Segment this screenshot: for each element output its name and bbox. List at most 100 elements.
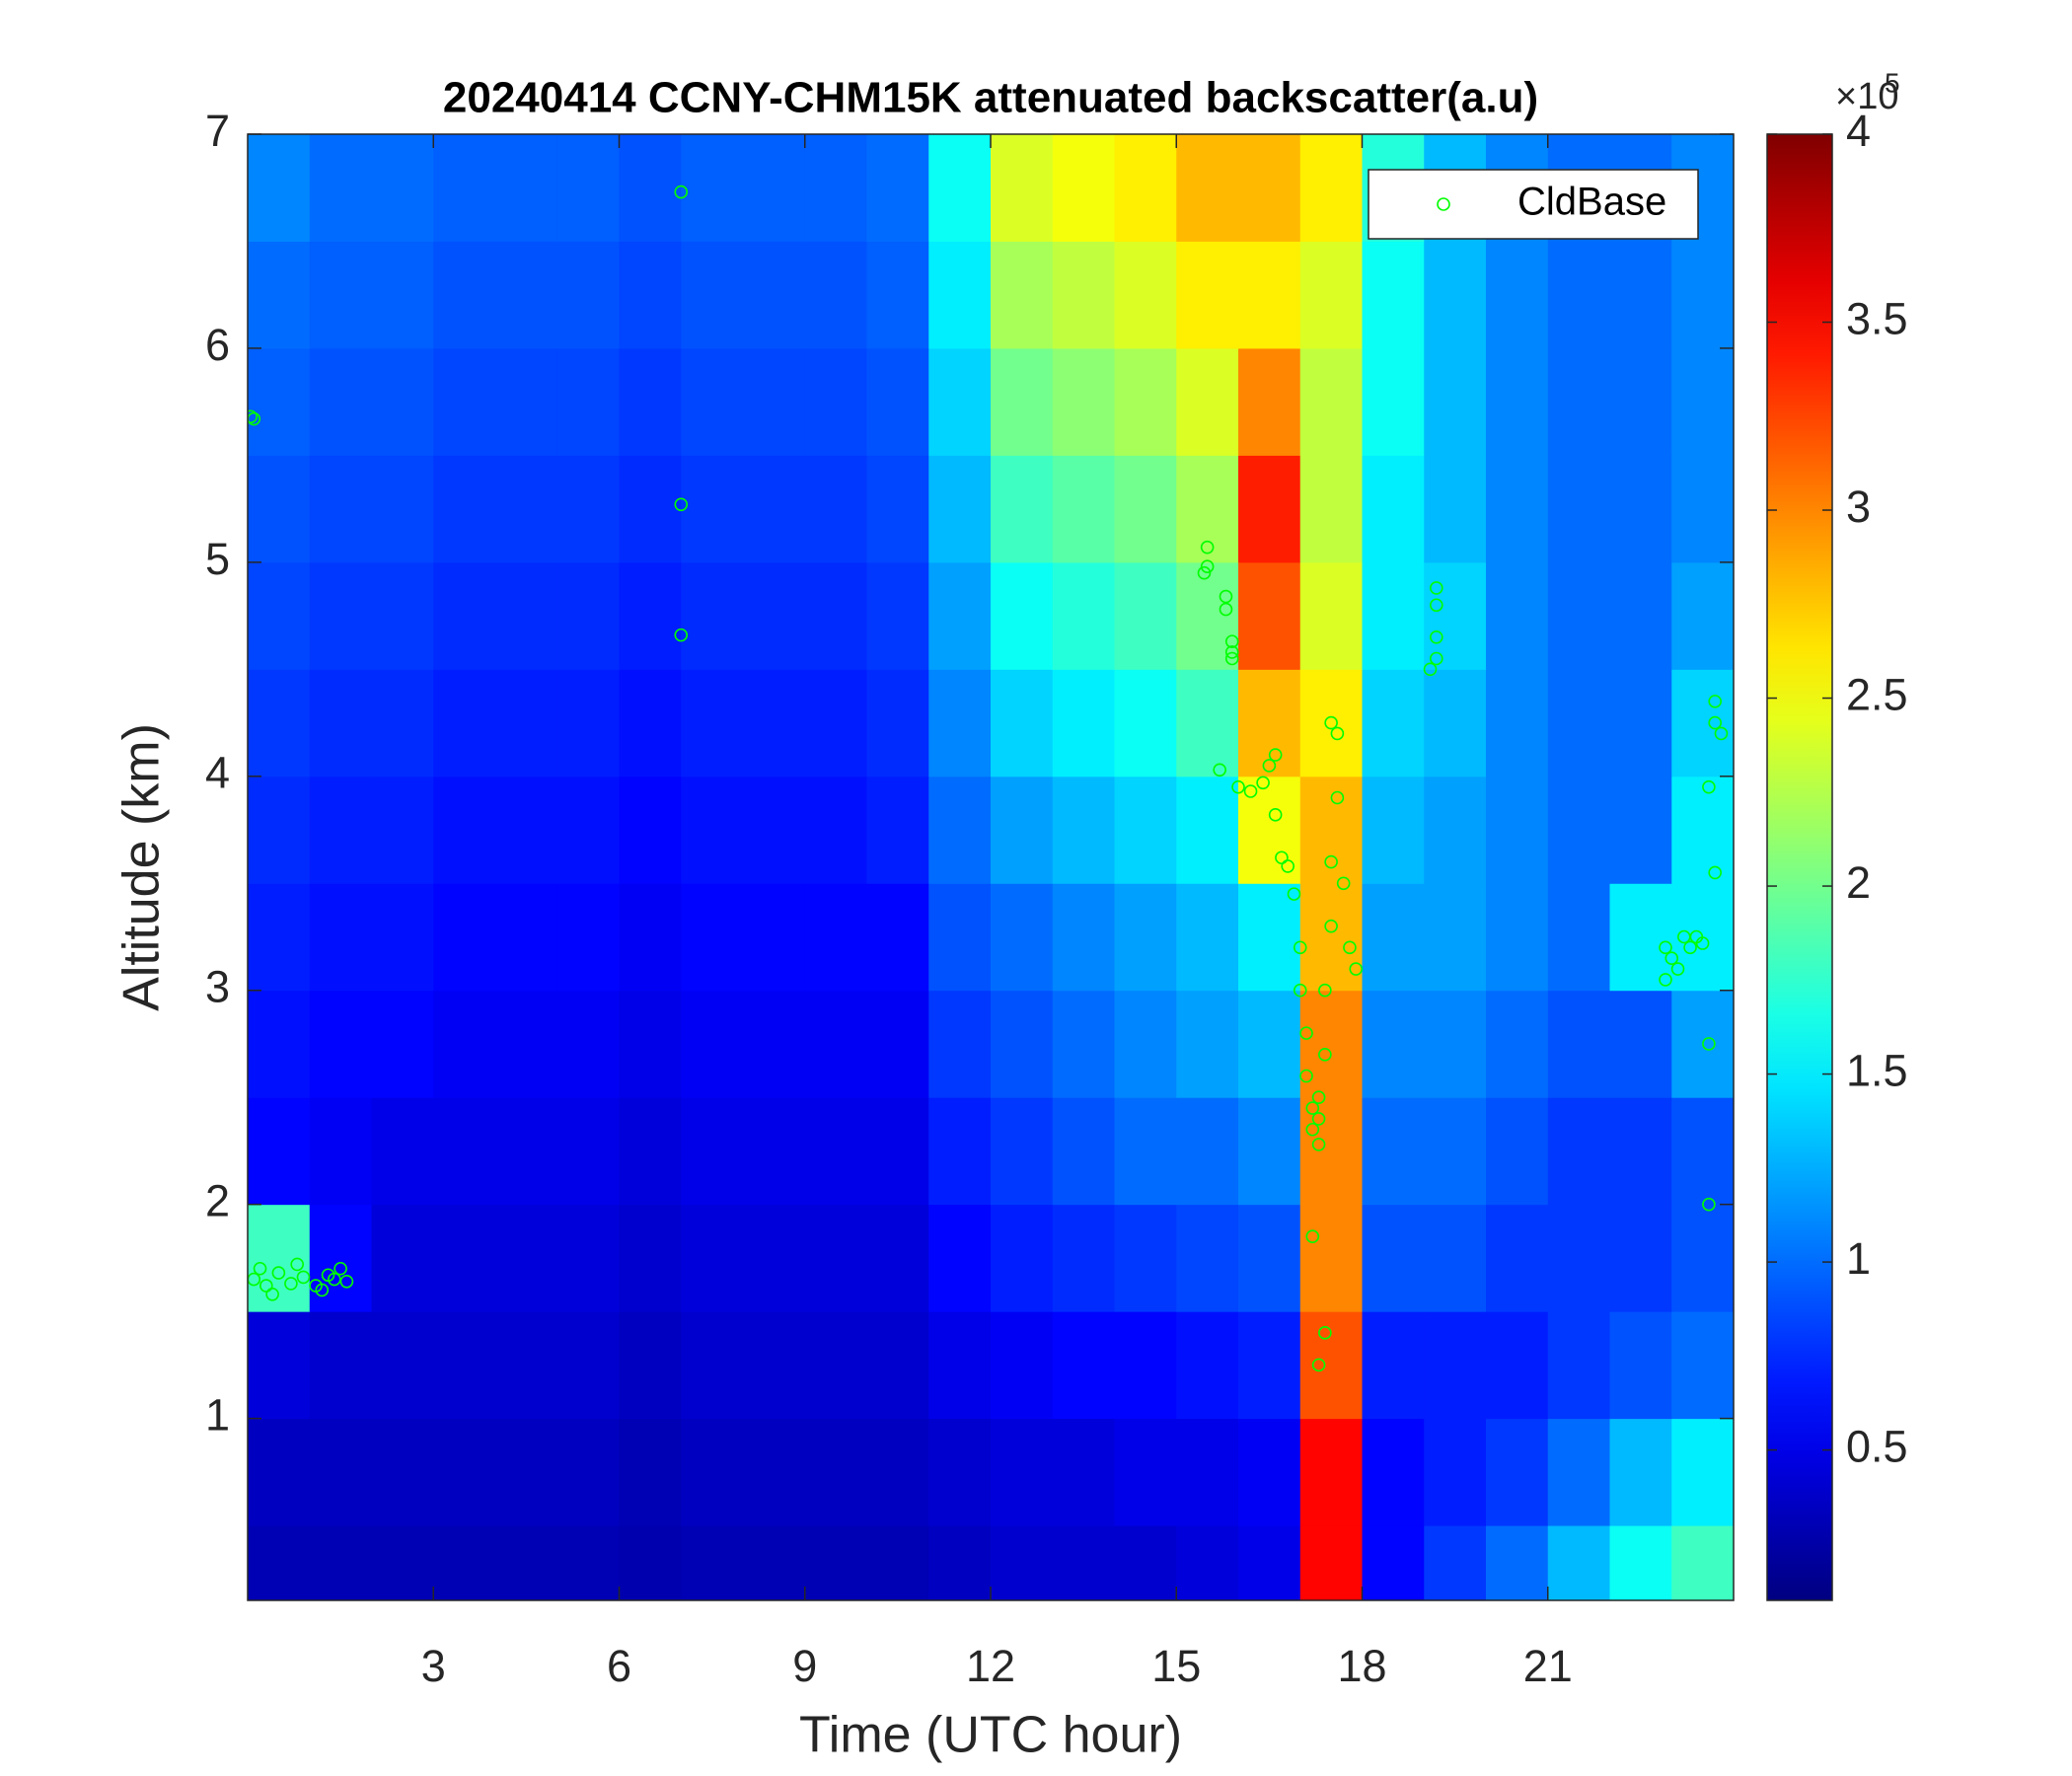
heatmap-cell (1238, 134, 1301, 242)
x-tick-label: 9 (792, 1641, 817, 1691)
heatmap-cell (743, 1525, 806, 1600)
heatmap-cell (1424, 455, 1487, 563)
cloud-base-marker (1683, 940, 1697, 955)
heatmap-cell (371, 134, 434, 242)
heatmap-cell (1299, 669, 1363, 777)
heatmap-cell (804, 669, 867, 777)
heatmap-cell (556, 347, 620, 456)
heatmap-cell (1424, 990, 1487, 1098)
heatmap-cell (556, 990, 620, 1098)
legend-label: CldBase (1517, 181, 1666, 224)
heatmap-cell (1671, 1418, 1734, 1526)
colorbar-tick-label: 3.5 (1846, 293, 1908, 343)
heatmap-cell (928, 241, 992, 349)
heatmap-cell (1609, 347, 1672, 456)
heatmap-cell (991, 776, 1054, 884)
heatmap-cell (433, 1204, 496, 1312)
heatmap-cell (1362, 776, 1425, 884)
heatmap-cell (1547, 1204, 1610, 1312)
heatmap-cell (1052, 1311, 1115, 1420)
chart-title: 20240414 CCNY-CHM15K attenuated backscat… (443, 74, 1538, 122)
heatmap-cell (1052, 990, 1115, 1098)
heatmap-cell (1114, 455, 1177, 563)
heatmap-cell (433, 883, 496, 992)
heatmap-cell (433, 134, 496, 242)
heatmap-cell (1238, 883, 1301, 992)
heatmap-cell (433, 347, 496, 456)
heatmap-cell (1052, 134, 1115, 242)
y-tick-label: 3 (205, 962, 230, 1012)
heatmap-cell (433, 1418, 496, 1526)
heatmap-cell (495, 241, 558, 349)
heatmap-cell (1238, 1525, 1301, 1600)
heatmap-cell (1362, 1311, 1425, 1420)
colorbar-tick-label: 2.5 (1846, 669, 1908, 719)
heatmap-cell (1486, 669, 1549, 777)
heatmap-cell (1547, 1418, 1610, 1526)
heatmap-cell (556, 134, 620, 242)
x-tick-label: 3 (421, 1641, 446, 1691)
heatmap-cell (1547, 561, 1610, 670)
heatmap-cell (619, 561, 682, 670)
heatmap-cell (928, 347, 992, 456)
heatmap-cell (495, 669, 558, 777)
heatmap-cell (309, 1311, 372, 1420)
heatmap-cell (866, 776, 929, 884)
heatmap-cell (1424, 1418, 1487, 1526)
cloud-base-marker (1224, 645, 1239, 659)
heatmap-cell (248, 1525, 311, 1600)
legend-box (1368, 169, 1699, 240)
heatmap-cell (928, 455, 992, 563)
heatmap-cell (495, 990, 558, 1098)
cloud-base-marker (1262, 759, 1277, 773)
heatmap-cell (928, 561, 992, 670)
heatmap-cell (1671, 669, 1734, 777)
heatmap-cell (1671, 241, 1734, 349)
colorbar (1766, 133, 1833, 1601)
heatmap-cell (433, 1097, 496, 1206)
heatmap-cell (495, 1097, 558, 1206)
heatmap-cell (866, 883, 929, 992)
heatmap-cell (866, 134, 929, 242)
heatmap-cell (1671, 1204, 1734, 1312)
heatmap-cell (1176, 669, 1239, 777)
cloud-base-marker (1299, 1069, 1313, 1083)
heatmap-cell (1114, 1418, 1177, 1526)
heatmap-cell (619, 883, 682, 992)
heatmap-cell (1238, 1418, 1301, 1526)
heatmap-cell (681, 1418, 744, 1526)
heatmap-cell (1176, 1418, 1239, 1526)
heatmap-cell (619, 134, 682, 242)
heatmap-cell (991, 347, 1054, 456)
heatmap-cell (1424, 347, 1487, 456)
cloud-base-marker (1281, 859, 1295, 873)
y-tick-label: 7 (205, 106, 230, 156)
heatmap-cell (556, 669, 620, 777)
cloud-base-marker (1311, 1138, 1326, 1151)
heatmap-cell (619, 1525, 682, 1600)
heatmap (248, 134, 1734, 1600)
heatmap-cell (1176, 990, 1239, 1098)
heatmap-cell (495, 776, 558, 884)
heatmap-cell (1238, 990, 1301, 1098)
heatmap-cell (1362, 1418, 1425, 1526)
cloud-base-marker (1349, 962, 1364, 976)
heatmap-cell (1114, 1311, 1177, 1420)
heatmap-cell (804, 455, 867, 563)
heatmap-cell (1114, 990, 1177, 1098)
heatmap-cell (1486, 241, 1549, 349)
heatmap-cell (1052, 347, 1115, 456)
cloud-base-marker (1430, 629, 1443, 644)
heatmap-cell (1671, 1311, 1734, 1420)
heatmap-cell (991, 134, 1054, 242)
heatmap-cell (619, 455, 682, 563)
heatmap-cell (1609, 241, 1672, 349)
heatmap-cell (1547, 1525, 1610, 1600)
x-tick-label: 21 (1523, 1641, 1573, 1691)
heatmap-cell (991, 1525, 1054, 1600)
cloud-base-marker (296, 1270, 311, 1285)
cloud-base-marker (1275, 851, 1289, 865)
heatmap-cell (1547, 883, 1610, 992)
heatmap-cell (681, 561, 744, 670)
